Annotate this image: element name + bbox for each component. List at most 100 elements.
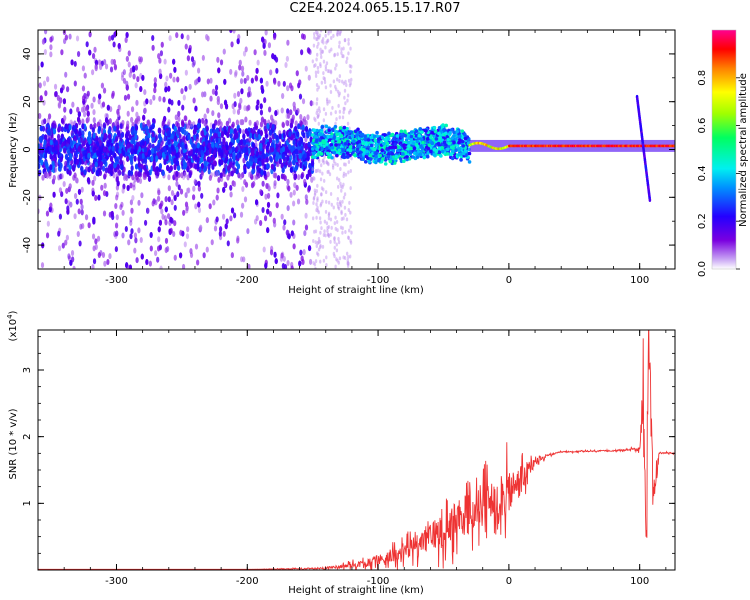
spectrogram-cell <box>284 61 288 68</box>
spectrogram-cell <box>254 157 258 164</box>
spectrogram-cell <box>253 218 258 225</box>
spectrogram-cell <box>207 168 211 175</box>
spectrogram-cell <box>121 232 125 239</box>
spectrogram-cell <box>164 81 168 88</box>
spectrogram-cell <box>334 215 337 220</box>
spectrogram-cell <box>336 201 339 206</box>
spectrogram-cell <box>322 59 326 64</box>
spectrogram-cell <box>338 40 341 45</box>
spectrogram-cell <box>146 207 150 214</box>
spectrogram-cell <box>327 200 331 205</box>
spectrogram-cell <box>163 159 167 166</box>
spectrogram-cell <box>79 198 83 205</box>
spectrogram-cell <box>149 98 153 105</box>
spectrogram-cell <box>329 217 333 222</box>
spectrogram-cell <box>69 119 73 126</box>
spectrogram-cell <box>264 128 268 135</box>
spectrogram-cell <box>126 155 130 162</box>
spectrogram-cell <box>105 149 109 156</box>
spectrogram-cell <box>72 265 76 269</box>
spectrogram-cell <box>196 259 200 266</box>
spectrogram-cell <box>209 77 213 84</box>
spectrogram-cell <box>295 164 299 171</box>
spectrogram-cell <box>164 247 168 254</box>
spectrogram-cell <box>320 55 323 60</box>
spectrogram-cell <box>42 80 47 87</box>
spectrogram-cell <box>149 232 153 239</box>
spectrogram-cell <box>271 118 275 125</box>
spectrogram-cell <box>294 148 299 155</box>
spectrogram-cell <box>252 180 256 187</box>
spectrogram-cell <box>337 103 340 108</box>
spectrogram-cell <box>242 256 246 263</box>
spectrogram-cell <box>188 47 192 54</box>
spectrogram-cell <box>106 104 110 111</box>
spectrogram-cell <box>170 144 175 151</box>
spectrogram-cell <box>266 201 271 208</box>
spectrogram-cell <box>342 54 345 59</box>
spectrogram-cell <box>260 116 265 123</box>
spectrogram-cell <box>229 161 233 168</box>
spectrogram-cell <box>97 59 102 66</box>
spectrogram-cell <box>336 197 340 202</box>
spectrogram-cell <box>300 33 305 40</box>
spectrogram-cell <box>299 114 303 121</box>
spectrogram-cell <box>53 91 58 98</box>
spectrogram-cell <box>262 153 266 160</box>
spectrogram-cell <box>174 114 178 121</box>
spectrogram-cell <box>71 256 75 263</box>
spectrogram-cell <box>173 195 177 202</box>
spectrogram-cell <box>207 163 211 170</box>
spectrogram-cell <box>208 203 212 210</box>
spectrogram-cell <box>324 233 327 238</box>
spectrogram-cell <box>330 202 333 207</box>
spectrogram-cell <box>246 228 250 235</box>
spectrogram-cell <box>145 259 149 266</box>
spectrogram-cell <box>164 237 169 244</box>
spectrogram-cell <box>96 150 100 157</box>
spectrogram-cell <box>314 74 318 79</box>
spectrogram-cell <box>46 138 50 145</box>
spectrogram-cell <box>41 174 45 181</box>
spectrogram-cell <box>76 159 80 166</box>
spectrogram-cell <box>282 255 286 262</box>
spectrogram-cell <box>47 129 51 136</box>
spectrogram-cell <box>336 77 339 82</box>
spectrogram-cell <box>81 65 86 72</box>
spectrogram-cell <box>48 170 52 177</box>
spectrogram-cell <box>205 217 209 224</box>
spectrogram-cell <box>76 231 80 238</box>
spectrogram-cell <box>299 119 303 126</box>
spectrogram-cell <box>44 90 48 97</box>
spectrogram-cell <box>125 126 129 133</box>
spectrogram-cell <box>216 99 220 106</box>
spectrogram-cell <box>233 128 237 135</box>
spectrogram-cell <box>247 263 251 269</box>
spectrogram-cell <box>38 82 42 89</box>
spectrogram-cell <box>270 163 274 170</box>
spectrogram-cell <box>348 228 351 233</box>
spectrogram-cell <box>123 94 128 101</box>
spectrogram-cell <box>250 77 254 84</box>
spectrogram-cell <box>281 153 286 160</box>
spectrogram-cell <box>341 230 344 235</box>
spectrogram-cell <box>130 207 134 214</box>
spectrogram-cell <box>43 30 48 35</box>
spectrogram-cell <box>159 202 163 209</box>
spectrogram-cell <box>215 127 219 134</box>
spectrogram-cell <box>134 237 138 244</box>
spectrogram-cell <box>213 132 217 139</box>
spectrogram-cell <box>180 33 184 40</box>
spectrogram-cell <box>187 133 191 140</box>
spectrogram-cell <box>107 128 111 135</box>
spectrogram-cell <box>242 50 247 57</box>
spectrogram-cell <box>289 109 293 116</box>
spectrogram-cell <box>273 251 277 258</box>
spectrogram-cell <box>91 141 96 148</box>
spectrogram-cell <box>87 131 92 138</box>
spectrogram-cell <box>86 177 91 184</box>
spectrogram-cell <box>197 151 201 158</box>
spectrogram-cell <box>64 123 68 130</box>
spectrogram-cell <box>164 206 168 213</box>
spectrogram-cell <box>259 130 263 137</box>
